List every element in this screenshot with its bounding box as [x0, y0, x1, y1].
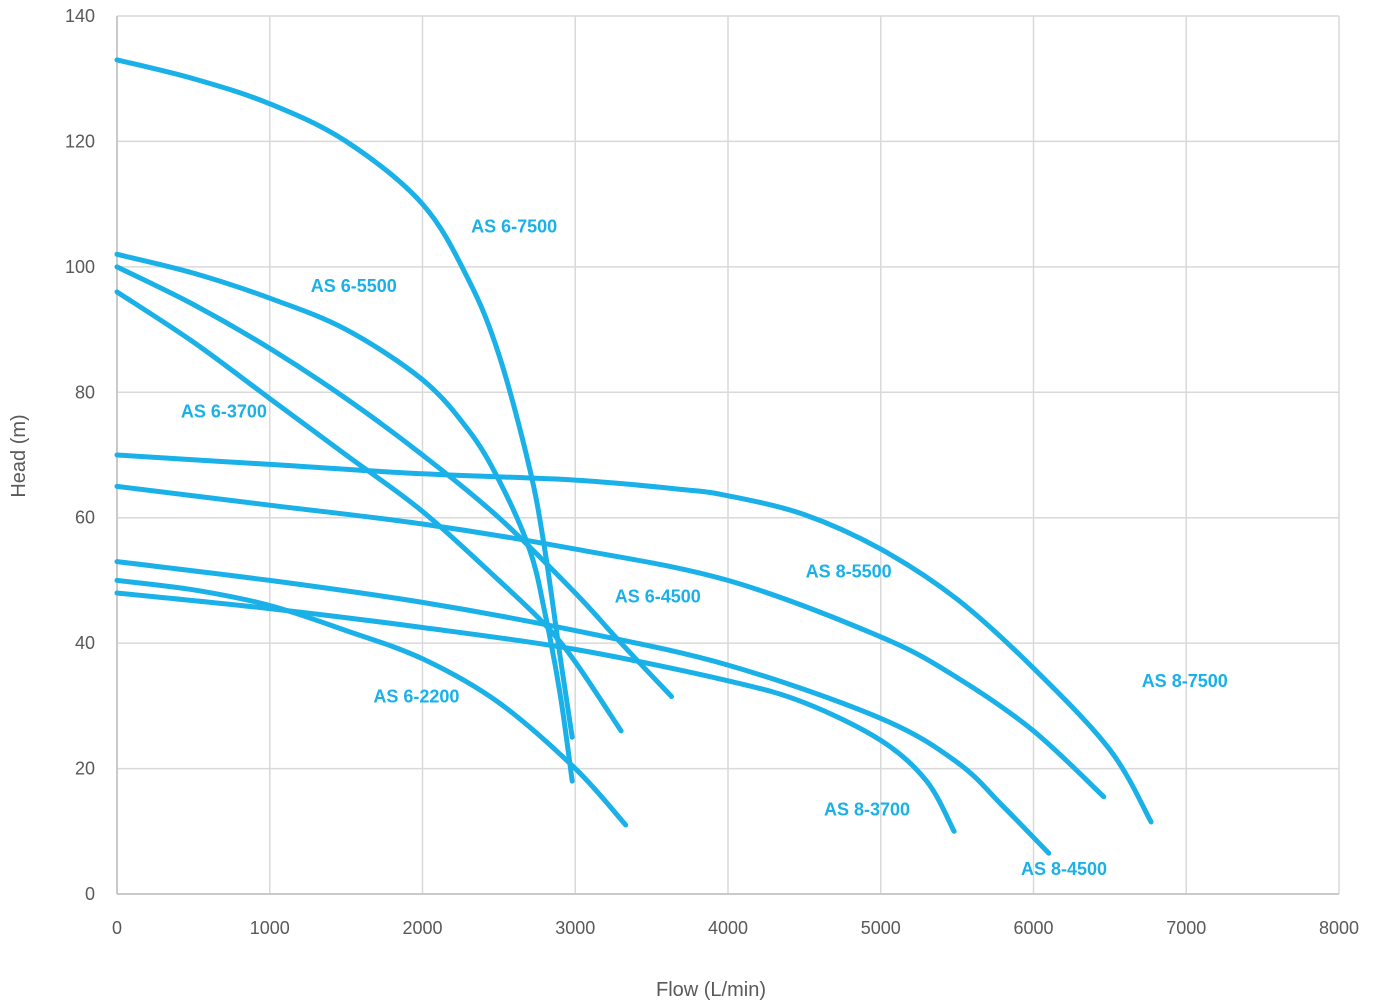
curve-labels: AS 6-7500 AS 6-5500 AS 6-3700 AS 6-4500 AS 6…: [181, 216, 1228, 879]
x-tick-label-5: 5000: [861, 918, 901, 938]
curve-as-8-3700: [114, 590, 957, 834]
curve-label-as-6-2200: AS 6-2200: [373, 687, 459, 707]
curve-as-8-4500: [114, 559, 1052, 856]
y-tick-label-4: 80: [75, 382, 95, 402]
y-tick-labels: 0 20 40 60 80 100 120 140: [65, 6, 95, 904]
y-tick-label-3: 60: [75, 508, 95, 528]
x-axis-title: Flow (L/min): [656, 979, 766, 1001]
curve-label-as-6-5500: AS 6-5500: [311, 276, 397, 296]
x-tick-label-2: 2000: [402, 918, 442, 938]
curve-label-as-8-4500: AS 8-4500: [1021, 859, 1107, 879]
x-tick-labels: 0 1000 2000 3000 4000 5000 6000 7000 8000: [112, 918, 1359, 938]
curve-label-as-8-3700: AS 8-3700: [824, 800, 910, 820]
curve-as-6-4500: [114, 264, 674, 699]
x-tick-label-3: 3000: [555, 918, 595, 938]
y-tick-label-1: 20: [75, 759, 95, 779]
curve-as-8-7500: [114, 452, 1154, 825]
y-tick-label-6: 120: [65, 131, 95, 151]
curve-label-as-8-7500: AS 8-7500: [1142, 671, 1228, 691]
x-tick-label-6: 6000: [1013, 918, 1053, 938]
curve-as-6-7500: [114, 57, 575, 740]
performance-curves: [114, 57, 1154, 856]
y-tick-label-5: 100: [65, 257, 95, 277]
curve-as-6-3700: [114, 289, 624, 734]
curve-label-as-6-4500: AS 6-4500: [615, 586, 701, 606]
curve-label-as-6-7500: AS 6-7500: [471, 216, 557, 236]
y-tick-label-0: 0: [85, 884, 95, 904]
x-tick-label-4: 4000: [708, 918, 748, 938]
curve-label-as-8-5500: AS 8-5500: [806, 561, 892, 581]
curve-as-6-2200: [114, 577, 629, 828]
y-tick-label-2: 40: [75, 633, 95, 653]
grid-lines: [116, 15, 1340, 895]
x-tick-label-8: 8000: [1319, 918, 1359, 938]
curve-as-8-5500: [114, 483, 1107, 800]
y-tick-label-7: 140: [65, 6, 95, 26]
x-tick-label-1: 1000: [250, 918, 290, 938]
y-axis-title: Head (m): [8, 414, 30, 497]
x-tick-label-0: 0: [112, 918, 122, 938]
curve-label-as-6-3700: AS 6-3700: [181, 401, 267, 421]
x-tick-label-7: 7000: [1166, 918, 1206, 938]
